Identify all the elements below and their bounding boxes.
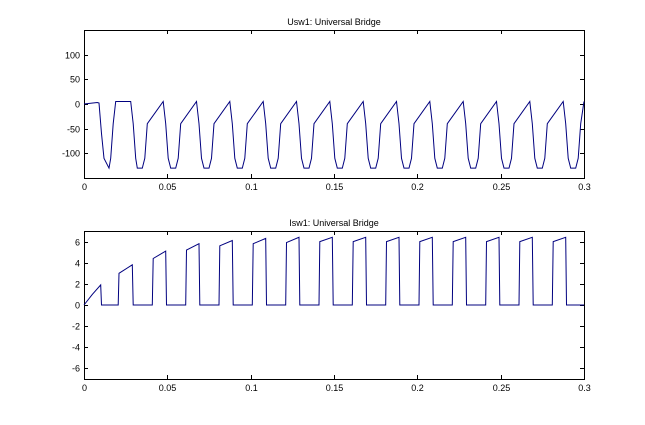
x-tick-label: 0.15 (326, 182, 344, 192)
x-tick-label: 0.25 (493, 182, 511, 192)
plot-title: Usw1: Universal Bridge (287, 17, 381, 27)
y-tick-label: 50 (70, 75, 80, 85)
x-tick-label: 0.05 (159, 383, 177, 393)
y-tick-label: -6 (72, 364, 80, 374)
x-tick-label: 0.3 (578, 182, 591, 192)
x-tick-label: 0 (82, 182, 87, 192)
y-tick-label: 0 (75, 301, 80, 311)
series-line (83, 100, 585, 170)
plot-title: Isw1: Universal Bridge (289, 218, 379, 228)
plot-usw1: Usw1: Universal Bridge 0 0.05 0.1 0.15 0.2 0.… (62, 17, 591, 192)
y-tick-label: -2 (72, 322, 80, 332)
x-tick-label: 0.1 (245, 182, 258, 192)
x-tick-label: 0.2 (411, 383, 424, 393)
y-tick-label: 2 (75, 280, 80, 290)
plot-isw1: Isw1: Universal Bridge 0 0.05 0.1 0.15 0.2 0.… (72, 218, 591, 393)
x-tick-label: 0.1 (245, 383, 258, 393)
x-tick-label: 0 (82, 383, 87, 393)
x-tick-label: 0.3 (578, 383, 591, 393)
x-tick-label: 0.15 (326, 383, 344, 393)
x-tick-label: 0.2 (411, 182, 424, 192)
series-line (83, 236, 584, 306)
y-tick-label: -4 (72, 343, 80, 353)
y-tick-label: -100 (62, 149, 80, 159)
x-tick-label: 0.05 (159, 182, 177, 192)
y-tick-label: 0 (75, 100, 80, 110)
x-tick-label: 0.25 (493, 383, 511, 393)
y-tick-label: 4 (75, 259, 80, 269)
y-tick-label: 6 (75, 238, 80, 248)
y-tick-label: 100 (65, 51, 80, 61)
y-tick-label: -50 (67, 125, 80, 135)
